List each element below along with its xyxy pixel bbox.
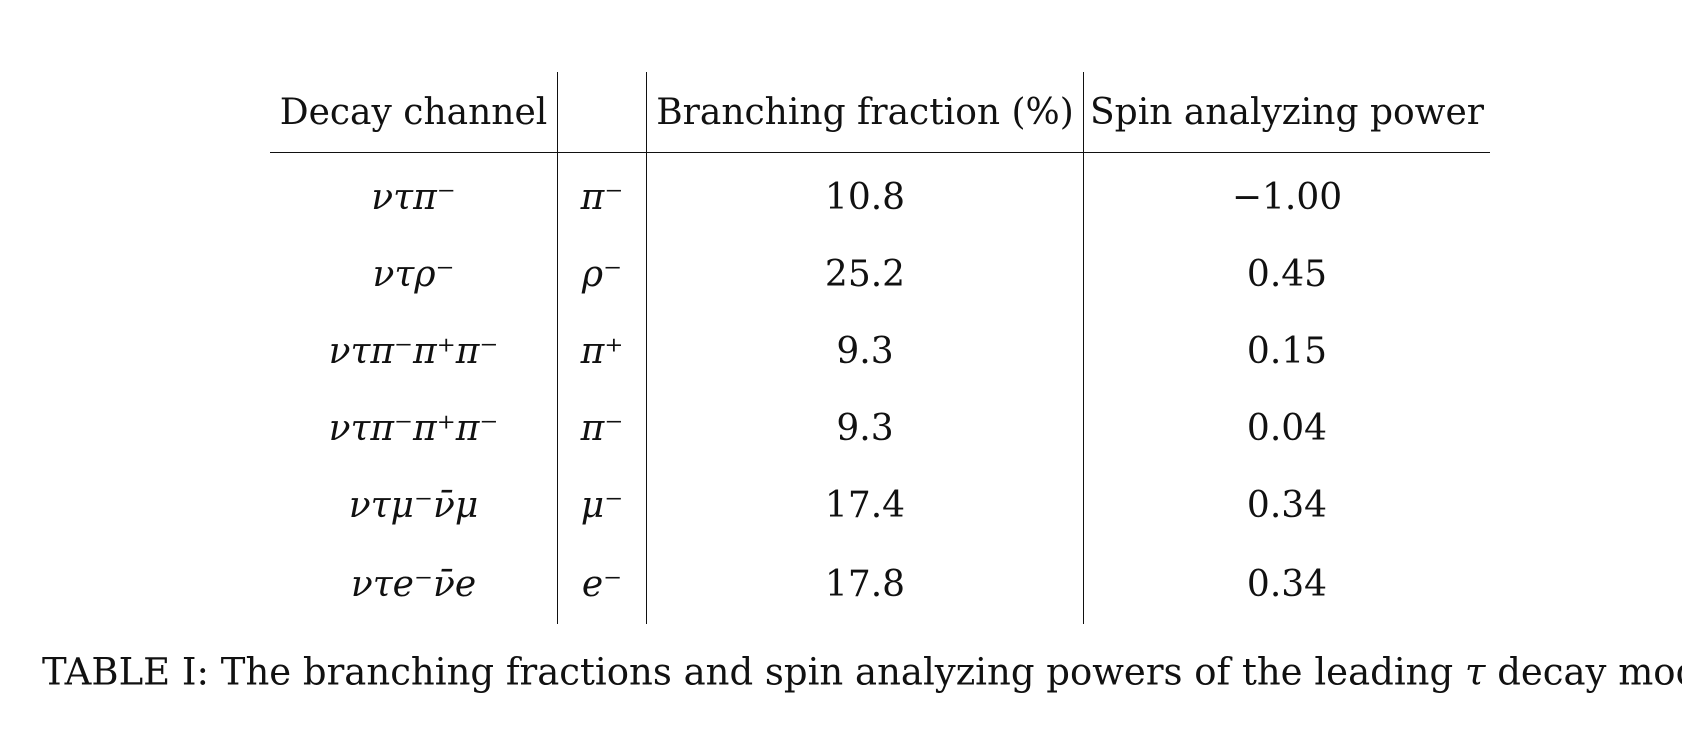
cell-decay-channel: ντπ⁻π⁺π⁻ (270, 390, 558, 467)
table-row: ντπ⁻π⁺π⁻ π⁻ 9.3 0.04 (270, 390, 1490, 467)
cell-branching-fraction: 9.3 (646, 313, 1084, 390)
cell-branching-fraction: 17.4 (646, 467, 1084, 544)
caption-tau-symbol: τ (1464, 650, 1486, 694)
cell-spin-analyzing-power: 0.15 (1246, 331, 1328, 372)
caption-text-after: decay modes. (1497, 650, 1682, 694)
cell-branching-fraction: 17.8 (646, 544, 1084, 624)
table-row: ντe⁻ν̄e e⁻ 17.8 0.34 (270, 544, 1490, 624)
cell-spin-analyzing-power: 0.34 (1246, 563, 1328, 605)
table-row: ντμ⁻ν̄μ μ⁻ 17.4 0.34 (270, 467, 1490, 544)
decay-modes-table: Decay channel Branching fraction (%) Spi… (270, 72, 1490, 624)
cell-particle: π⁺ (557, 313, 647, 390)
header-decay-channel: Decay channel (270, 72, 558, 153)
table-header-row: Decay channel Branching fraction (%) Spi… (270, 72, 1490, 153)
cell-spin-analyzing-power: 0.45 (1246, 254, 1328, 295)
cell-decay-channel: ντe⁻ν̄e (270, 544, 558, 624)
cell-particle: e⁻ (557, 544, 647, 624)
cell-particle: π⁻ (557, 152, 647, 236)
caption-label: TABLE I: (42, 650, 209, 694)
table-row: ντρ⁻ ρ⁻ 25.2 0.45 (270, 236, 1490, 313)
header-branching-fraction: Branching fraction (%) (646, 72, 1084, 153)
header-particle (557, 72, 647, 153)
table-row: ντπ⁻ π⁻ 10.8 −1.00 (270, 152, 1490, 236)
cell-particle: ρ⁻ (557, 236, 647, 313)
cell-decay-channel: ντρ⁻ (270, 236, 558, 313)
cell-branching-fraction: 9.3 (646, 390, 1084, 467)
cell-decay-channel: ντπ⁻ (270, 152, 558, 236)
table-caption: TABLE I: The branching fractions and spi… (42, 651, 1682, 694)
cell-particle: π⁻ (557, 390, 647, 467)
cell-decay-channel: ντμ⁻ν̄μ (270, 467, 558, 544)
table-body: ντπ⁻ π⁻ 10.8 −1.00 ντρ⁻ ρ⁻ 25.2 0.45 ντπ⁻π⁺π⁻ π⁺ 9… (270, 152, 1490, 624)
cell-spin-analyzing-power: 0.34 (1246, 485, 1328, 526)
cell-decay-channel: ντπ⁻π⁺π⁻ (270, 313, 558, 390)
cell-spin-analyzing-power: −1.00 (1231, 177, 1343, 218)
cell-branching-fraction: 10.8 (646, 152, 1084, 236)
cell-spin-analyzing-power: 0.04 (1246, 408, 1328, 449)
cell-particle: μ⁻ (557, 467, 647, 544)
caption-text-before: The branching fractions and spin analyzi… (220, 650, 1454, 694)
header-spin-analyzing-power: Spin analyzing power (1083, 72, 1490, 153)
cell-branching-fraction: 25.2 (646, 236, 1084, 313)
table-row: ντπ⁻π⁺π⁻ π⁺ 9.3 0.15 (270, 313, 1490, 390)
